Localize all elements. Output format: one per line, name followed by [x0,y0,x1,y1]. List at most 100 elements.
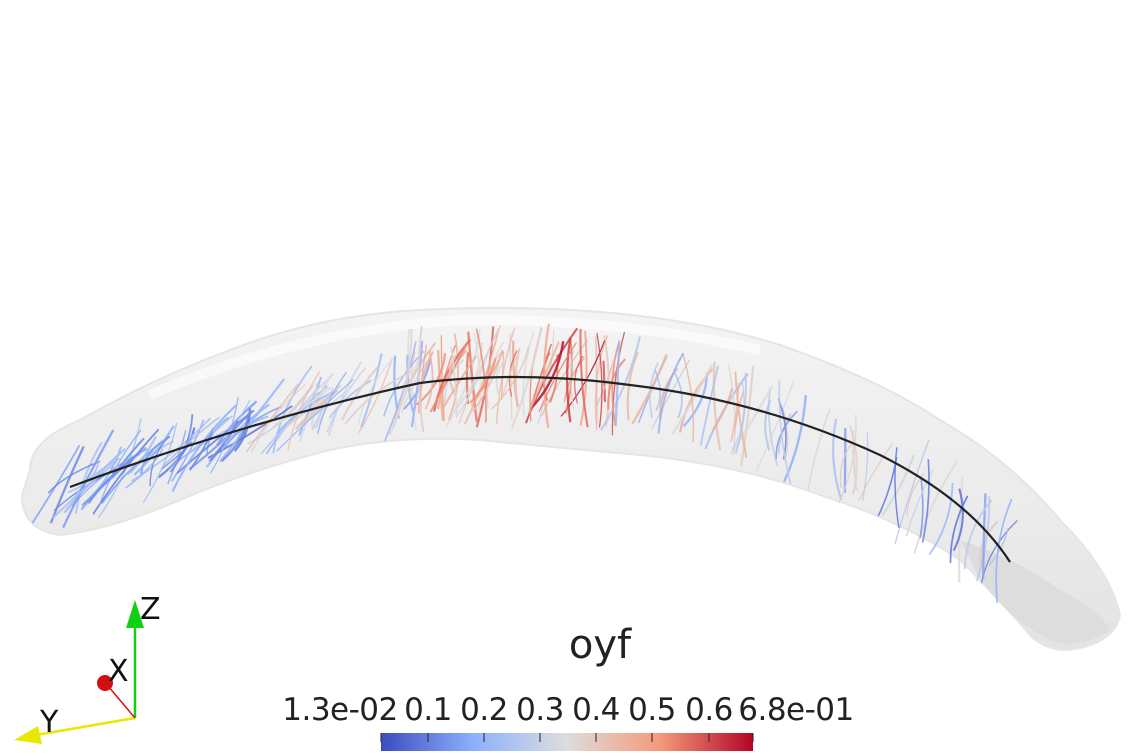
fiber [952,488,964,551]
fiber [326,367,367,433]
z-axis-arrow [126,600,144,628]
fiber [272,365,313,454]
fiber [767,388,779,467]
fiber [125,448,164,489]
fiber [210,396,239,474]
fiber [458,324,502,424]
fiber [764,399,772,451]
fiber [963,499,993,569]
fiber [906,473,925,517]
fiber [957,477,964,583]
fiber [189,410,253,470]
fiber [843,428,847,493]
colorbar-tick-label: 6.8e-01 [738,692,854,728]
fiber [712,361,722,451]
fiber [274,386,332,426]
fiber [276,379,354,452]
fiber [730,382,740,442]
fiber [205,403,270,469]
x-axis-marker [97,675,113,691]
fiber [861,432,869,501]
fiber [328,361,362,437]
fiber [913,460,959,554]
fiber [472,349,504,412]
fiber [298,376,323,437]
fiber [62,429,115,529]
fiber [807,408,831,492]
fiber [921,459,930,543]
fiber [441,355,477,410]
colorbar-ticks [380,733,754,742]
fiber [778,380,792,485]
fiber [654,370,662,411]
fiber [250,384,306,453]
fiber [881,454,915,516]
fiber [310,379,330,427]
fiber [171,419,205,482]
fiber [171,404,237,492]
fiber [894,439,930,545]
fiber [328,379,372,419]
fiber [982,493,987,579]
fiber [63,448,126,514]
colorbar-tick-label: 0.2 [460,692,508,728]
fiber [852,430,858,491]
fiber [988,528,1009,566]
fiber [522,331,535,417]
fiber [455,344,492,419]
colorbar-tick-label: 0.5 [628,692,676,728]
fiber [858,442,894,501]
fiber [276,390,335,434]
fiber [206,416,229,456]
y-axis-line [29,716,136,738]
fiber [437,349,445,421]
fiber [538,342,577,412]
colorbar-tick-label: 0.4 [572,692,620,728]
fiber [734,372,747,455]
colorbar-tick-label: 0.3 [516,692,564,728]
centerline [69,375,1011,563]
fiber [782,407,789,461]
fiber [388,329,413,436]
orientation-axes [14,600,144,744]
fiber [450,346,458,416]
fiber [429,342,469,413]
fiber [712,387,734,431]
fiber [384,341,417,442]
fiber [995,498,1013,604]
fiber [358,358,393,434]
fiber [133,425,175,476]
fiber [469,358,497,404]
fiber [831,418,843,501]
y-axis-label: Y [40,705,59,740]
fiber [894,447,900,529]
fiber [51,460,118,519]
fiber [417,325,425,432]
fiber [167,430,187,485]
fiber [360,353,383,428]
fiber [649,362,659,419]
fiber [129,435,157,474]
colorbar-tick-label: 0.6 [685,692,733,728]
fiber [905,469,934,537]
fiber [316,371,348,435]
fiber [344,370,412,425]
fiber [699,365,720,446]
fiber [734,371,748,458]
fiber [75,441,103,515]
x-axis-label: X [108,654,129,689]
colorbar-title: oyf [568,622,632,668]
fiber [514,347,521,403]
colorbar-gradient [381,733,753,751]
x-axis-line [107,685,136,719]
fiber [755,380,795,472]
fiber [671,363,714,435]
fiber [98,429,142,507]
fiber [495,355,509,396]
fiber [87,452,140,505]
fiber [740,365,755,467]
fiber [848,425,858,495]
colorbar-labels: 1.3e-02 0.1 0.2 0.3 0.4 0.5 0.6 6.8e-01 [0,692,1136,728]
fiber [287,370,321,451]
